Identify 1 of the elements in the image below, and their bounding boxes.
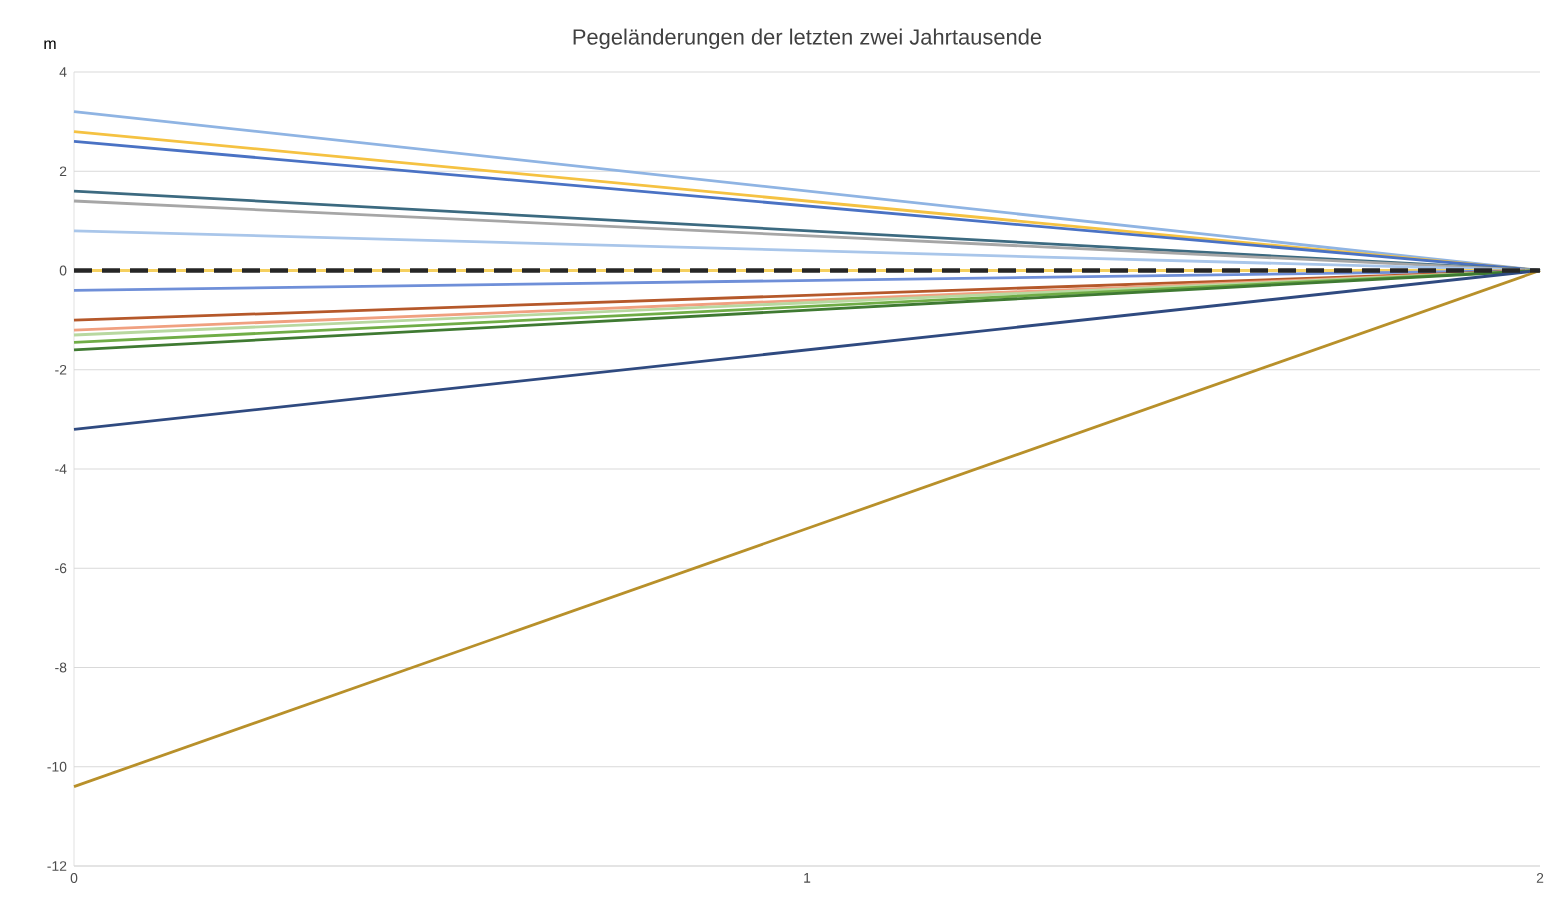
- chart-title: Pegeländerungen der letzten zwei Jahrtausende: [573, 28, 1042, 49]
